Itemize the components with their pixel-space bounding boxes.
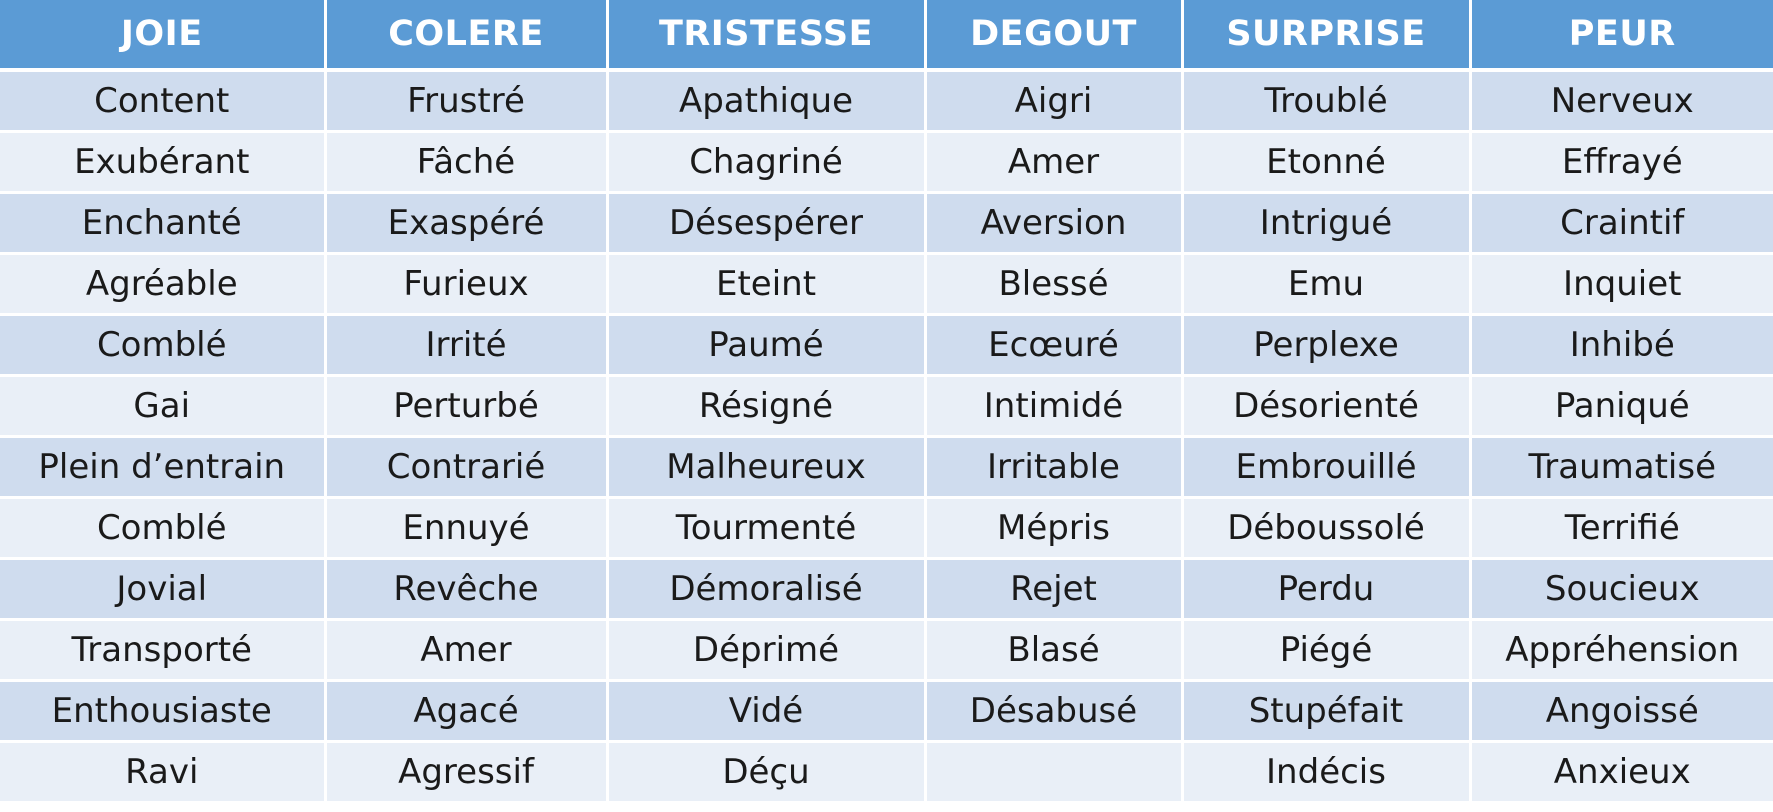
cell-peur: Inquiet [1470, 253, 1773, 316]
cell-degout: Amer [925, 131, 1184, 194]
cell-peur: Craintif [1470, 192, 1773, 255]
cell-degout: Irritable [925, 436, 1184, 499]
cell-colere: Agacé [325, 680, 609, 743]
table-row: Jovial Revêche Démoralisé Rejet Perdu Soucieu… [0, 558, 1773, 621]
table-row: Content Frustré Apathique Aigri Troublé Nerve… [0, 70, 1773, 133]
cell-joie: Enthousiaste [0, 680, 327, 743]
table-header: JOIE COLERE TRISTESSE DEGOUT SURPRISE PE… [0, 0, 1773, 72]
cell-tristesse: Désespérer [607, 192, 927, 255]
cell-joie: Transporté [0, 619, 327, 682]
cell-joie: Enchanté [0, 192, 327, 255]
cell-tristesse: Déprimé [607, 619, 927, 682]
cell-degout: Mépris [925, 497, 1184, 560]
cell-tristesse: Eteint [607, 253, 927, 316]
cell-tristesse: Démoralisé [607, 558, 927, 621]
cell-surprise: Embrouillé [1182, 436, 1472, 499]
table-row: Exubérant Fâché Chagriné Amer Etonné Effrayé [0, 131, 1773, 194]
cell-peur: Inhibé [1470, 314, 1773, 377]
cell-colere: Furieux [325, 253, 609, 316]
cell-tristesse: Déçu [607, 741, 927, 804]
cell-tristesse: Vidé [607, 680, 927, 743]
cell-surprise: Déboussolé [1182, 497, 1472, 560]
table-row: Enthousiaste Agacé Vidé Désabusé Stupéfait An… [0, 680, 1773, 743]
column-header-degout: DEGOUT [925, 0, 1184, 72]
column-header-surprise: SURPRISE [1182, 0, 1472, 72]
table-row: Agréable Furieux Eteint Blessé Emu Inquiet [0, 253, 1773, 316]
cell-peur: Appréhension [1470, 619, 1773, 682]
table-row: Comblé Ennuyé Tourmenté Mépris Déboussolé Ter… [0, 497, 1773, 560]
cell-peur: Terrifié [1470, 497, 1773, 560]
cell-surprise: Troublé [1182, 70, 1472, 133]
table-row: Gai Perturbé Résigné Intimidé Désorienté Pani… [0, 375, 1773, 438]
cell-surprise: Emu [1182, 253, 1472, 316]
cell-colere: Exaspéré [325, 192, 609, 255]
cell-peur: Paniqué [1470, 375, 1773, 438]
column-header-colere: COLERE [325, 0, 609, 72]
cell-degout: Intimidé [925, 375, 1184, 438]
cell-colere: Irrité [325, 314, 609, 377]
cell-joie: Jovial [0, 558, 327, 621]
column-header-tristesse: TRISTESSE [607, 0, 927, 72]
header-row: JOIE COLERE TRISTESSE DEGOUT SURPRISE PE… [0, 0, 1773, 72]
cell-surprise: Indécis [1182, 741, 1472, 804]
cell-colere: Contrarié [325, 436, 609, 499]
cell-degout: Blasé [925, 619, 1184, 682]
cell-joie: Agréable [0, 253, 327, 316]
cell-degout: Blessé [925, 253, 1184, 316]
cell-surprise: Désorienté [1182, 375, 1472, 438]
cell-tristesse: Chagriné [607, 131, 927, 194]
cell-surprise: Stupéfait [1182, 680, 1472, 743]
cell-colere: Amer [325, 619, 609, 682]
cell-degout: Rejet [925, 558, 1184, 621]
cell-degout: Désabusé [925, 680, 1184, 743]
cell-tristesse: Tourmenté [607, 497, 927, 560]
cell-colere: Frustré [325, 70, 609, 133]
cell-colere: Agressif [325, 741, 609, 804]
cell-colere: Fâché [325, 131, 609, 194]
cell-peur: Nerveux [1470, 70, 1773, 133]
table-row: Enchanté Exaspéré Désespérer Aversion Intrig… [0, 192, 1773, 255]
cell-colere: Revêche [325, 558, 609, 621]
cell-degout: Aigri [925, 70, 1184, 133]
table-row: Comblé Irrité Paumé Ecœuré Perplexe Inhibé [0, 314, 1773, 377]
cell-peur: Angoissé [1470, 680, 1773, 743]
column-header-joie: JOIE [0, 0, 327, 72]
cell-surprise: Intrigué [1182, 192, 1472, 255]
cell-joie: Comblé [0, 314, 327, 377]
cell-colere: Ennuyé [325, 497, 609, 560]
table-row: Ravi Agressif Déçu Indécis Anxieux [0, 741, 1773, 804]
cell-surprise: Piégé [1182, 619, 1472, 682]
cell-degout: Aversion [925, 192, 1184, 255]
column-header-peur: PEUR [1470, 0, 1773, 72]
cell-joie: Content [0, 70, 327, 133]
cell-degout: Ecœuré [925, 314, 1184, 377]
cell-surprise: Etonné [1182, 131, 1472, 194]
cell-colere: Perturbé [325, 375, 609, 438]
cell-tristesse: Apathique [607, 70, 927, 133]
cell-peur: Effrayé [1470, 131, 1773, 194]
cell-degout [925, 741, 1184, 804]
cell-joie: Exubérant [0, 131, 327, 194]
cell-peur: Traumatisé [1470, 436, 1773, 499]
cell-joie: Ravi [0, 741, 327, 804]
cell-joie: Gai [0, 375, 327, 438]
table-row: Plein d’entrain Contrarié Malheureux Irrita… [0, 436, 1773, 499]
table-body: Content Frustré Apathique Aigri Troublé Nerve… [0, 70, 1773, 804]
cell-tristesse: Malheureux [607, 436, 927, 499]
cell-joie: Comblé [0, 497, 327, 560]
cell-joie: Plein d’entrain [0, 436, 327, 499]
cell-tristesse: Résigné [607, 375, 927, 438]
cell-surprise: Perplexe [1182, 314, 1472, 377]
cell-surprise: Perdu [1182, 558, 1472, 621]
cell-tristesse: Paumé [607, 314, 927, 377]
cell-peur: Anxieux [1470, 741, 1773, 804]
table-row: Transporté Amer Déprimé Blasé Piégé Appréhens… [0, 619, 1773, 682]
cell-peur: Soucieux [1470, 558, 1773, 621]
